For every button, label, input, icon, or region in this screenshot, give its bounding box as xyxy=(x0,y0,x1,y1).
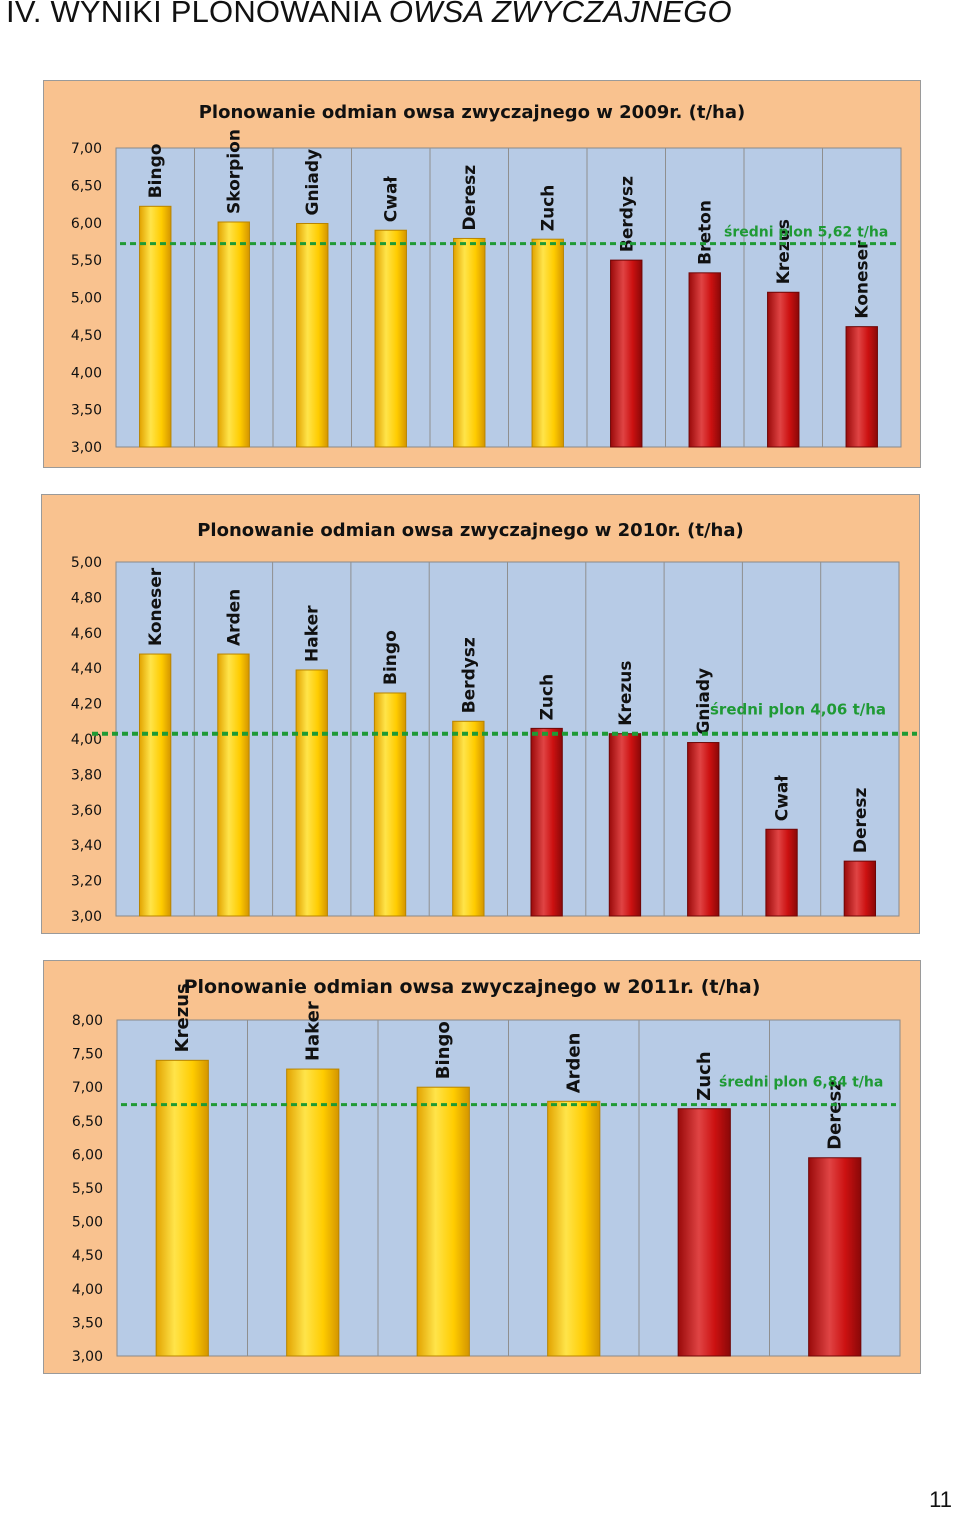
category-label: Gniady xyxy=(694,668,714,735)
category-label: Skorpion xyxy=(225,129,245,214)
page-heading-italic: OWSA ZWYCZAJNEGO xyxy=(388,0,732,29)
y-tick-label: 7,00 xyxy=(72,1080,103,1096)
y-tick-label: 5,50 xyxy=(72,1181,103,1197)
average-label: średni plon 4,06 t/ha xyxy=(710,701,886,719)
chart-title: Plonowanie odmian owsa zwyczajnego w 201… xyxy=(197,520,744,541)
bar-koneser xyxy=(845,326,878,448)
category-label: Berdysz xyxy=(459,637,479,713)
y-tick-label: 3,60 xyxy=(71,803,102,819)
y-tick-label: 5,00 xyxy=(71,555,102,571)
category-label: Deresz xyxy=(460,165,480,231)
bar-berdysz xyxy=(452,720,485,917)
category-label: Krezus xyxy=(774,219,794,284)
category-label: Zuch xyxy=(694,1051,715,1100)
category-label: Krezus xyxy=(172,983,193,1052)
category-label: Berdysz xyxy=(617,176,637,252)
category-label: Cwał xyxy=(382,176,402,223)
category-label: Arden xyxy=(224,589,244,646)
chart-2009: Plonowanie odmian owsa zwyczajnego w 200… xyxy=(71,102,902,456)
bar-bingo xyxy=(139,205,172,448)
category-label: Deresz xyxy=(851,787,871,853)
category-label: Deresz xyxy=(825,1080,846,1149)
bar-deresz xyxy=(453,237,486,448)
bar-arden xyxy=(547,1100,601,1357)
bar-krezus xyxy=(767,291,800,448)
y-tick-label: 4,80 xyxy=(71,590,102,606)
bar-gniady xyxy=(296,222,329,448)
y-tick-label: 3,50 xyxy=(71,403,102,419)
y-tick-label: 4,00 xyxy=(71,365,102,381)
chart-2011-panel: Plonowanie odmian owsa zwyczajnego w 201… xyxy=(43,960,921,1374)
bar-koneser xyxy=(138,653,172,917)
bar-breton xyxy=(688,272,721,448)
category-label: Arden xyxy=(564,1033,585,1094)
bar-krezus xyxy=(155,1059,209,1357)
chart-2009-panel: Plonowanie odmian owsa zwyczajnego w 200… xyxy=(43,80,921,468)
bar-berdysz xyxy=(610,259,643,448)
category-label: Krezus xyxy=(616,660,636,725)
y-tick-label: 3,20 xyxy=(71,874,102,890)
y-tick-label: 6,50 xyxy=(72,1114,103,1130)
y-tick-label: 5,00 xyxy=(71,291,102,307)
y-tick-label: 3,40 xyxy=(71,838,102,854)
bar-haker xyxy=(295,669,328,917)
bar-bingo xyxy=(373,692,407,917)
y-tick-label: 3,00 xyxy=(71,440,102,456)
page-number: 11 xyxy=(929,1487,952,1512)
bar-haker xyxy=(286,1068,340,1357)
bar-zuch xyxy=(530,727,563,917)
category-label: Zuch xyxy=(538,674,558,721)
bar-deresz xyxy=(808,1157,862,1357)
average-label: średni plon 5,62 t/ha xyxy=(724,225,888,241)
bar-cwal xyxy=(374,229,407,448)
y-tick-label: 5,00 xyxy=(72,1215,103,1231)
bar-cwal xyxy=(765,828,798,917)
category-label: Haker xyxy=(303,1001,324,1061)
y-tick-label: 3,00 xyxy=(71,909,102,925)
bar-skorpion xyxy=(217,221,250,448)
y-tick-label: 4,00 xyxy=(72,1282,103,1298)
category-label: Koneser xyxy=(853,240,873,319)
y-tick-label: 5,50 xyxy=(71,253,102,269)
category-label: Cwał xyxy=(773,775,793,822)
category-label: Gniady xyxy=(303,149,323,216)
y-tick-label: 4,60 xyxy=(71,626,102,642)
y-tick-label: 6,00 xyxy=(72,1147,103,1163)
category-label: Bingo xyxy=(146,144,166,199)
bar-gniady xyxy=(687,742,720,917)
category-label: Haker xyxy=(303,605,323,662)
category-label: Breton xyxy=(696,200,716,265)
y-tick-label: 8,00 xyxy=(72,1013,103,1029)
bar-krezus xyxy=(608,733,642,917)
category-label: Koneser xyxy=(146,567,166,646)
page-heading: IV. WYNIKI PLONOWANIA OWSA ZWYCZAJNEGO xyxy=(6,0,732,30)
average-label: średni plon 6,84 t/ha xyxy=(719,1075,883,1091)
bar-zuch xyxy=(531,238,564,448)
category-label: Zuch xyxy=(539,185,559,232)
chart-2010-panel: Plonowanie odmian owsa zwyczajnego w 201… xyxy=(41,494,920,934)
y-tick-label: 6,50 xyxy=(71,178,102,194)
chart-2010: Plonowanie odmian owsa zwyczajnego w 201… xyxy=(71,520,917,925)
y-tick-label: 4,00 xyxy=(71,732,102,748)
y-tick-label: 4,20 xyxy=(71,697,102,713)
y-tick-label: 7,50 xyxy=(72,1047,103,1063)
page-heading-plain: IV. WYNIKI PLONOWANIA xyxy=(6,0,389,29)
category-label: Bingo xyxy=(433,1021,454,1079)
y-tick-label: 6,00 xyxy=(71,216,102,232)
bar-bingo xyxy=(416,1086,470,1357)
y-tick-label: 4,40 xyxy=(71,661,102,677)
y-tick-label: 3,00 xyxy=(72,1349,103,1365)
y-tick-label: 4,50 xyxy=(71,328,102,344)
bar-deresz xyxy=(843,860,877,917)
y-tick-label: 3,50 xyxy=(72,1315,103,1331)
category-label: Bingo xyxy=(381,630,401,685)
chart-title: Plonowanie odmian owsa zwyczajnego w 200… xyxy=(199,102,746,123)
chart-2011: Plonowanie odmian owsa zwyczajnego w 201… xyxy=(72,976,901,1365)
y-tick-label: 3,80 xyxy=(71,767,102,783)
y-tick-label: 7,00 xyxy=(71,141,102,157)
bar-arden xyxy=(217,653,250,917)
y-tick-label: 4,50 xyxy=(72,1248,103,1264)
bar-zuch xyxy=(677,1108,731,1357)
chart-title: Plonowanie odmian owsa zwyczajnego w 201… xyxy=(184,976,761,998)
